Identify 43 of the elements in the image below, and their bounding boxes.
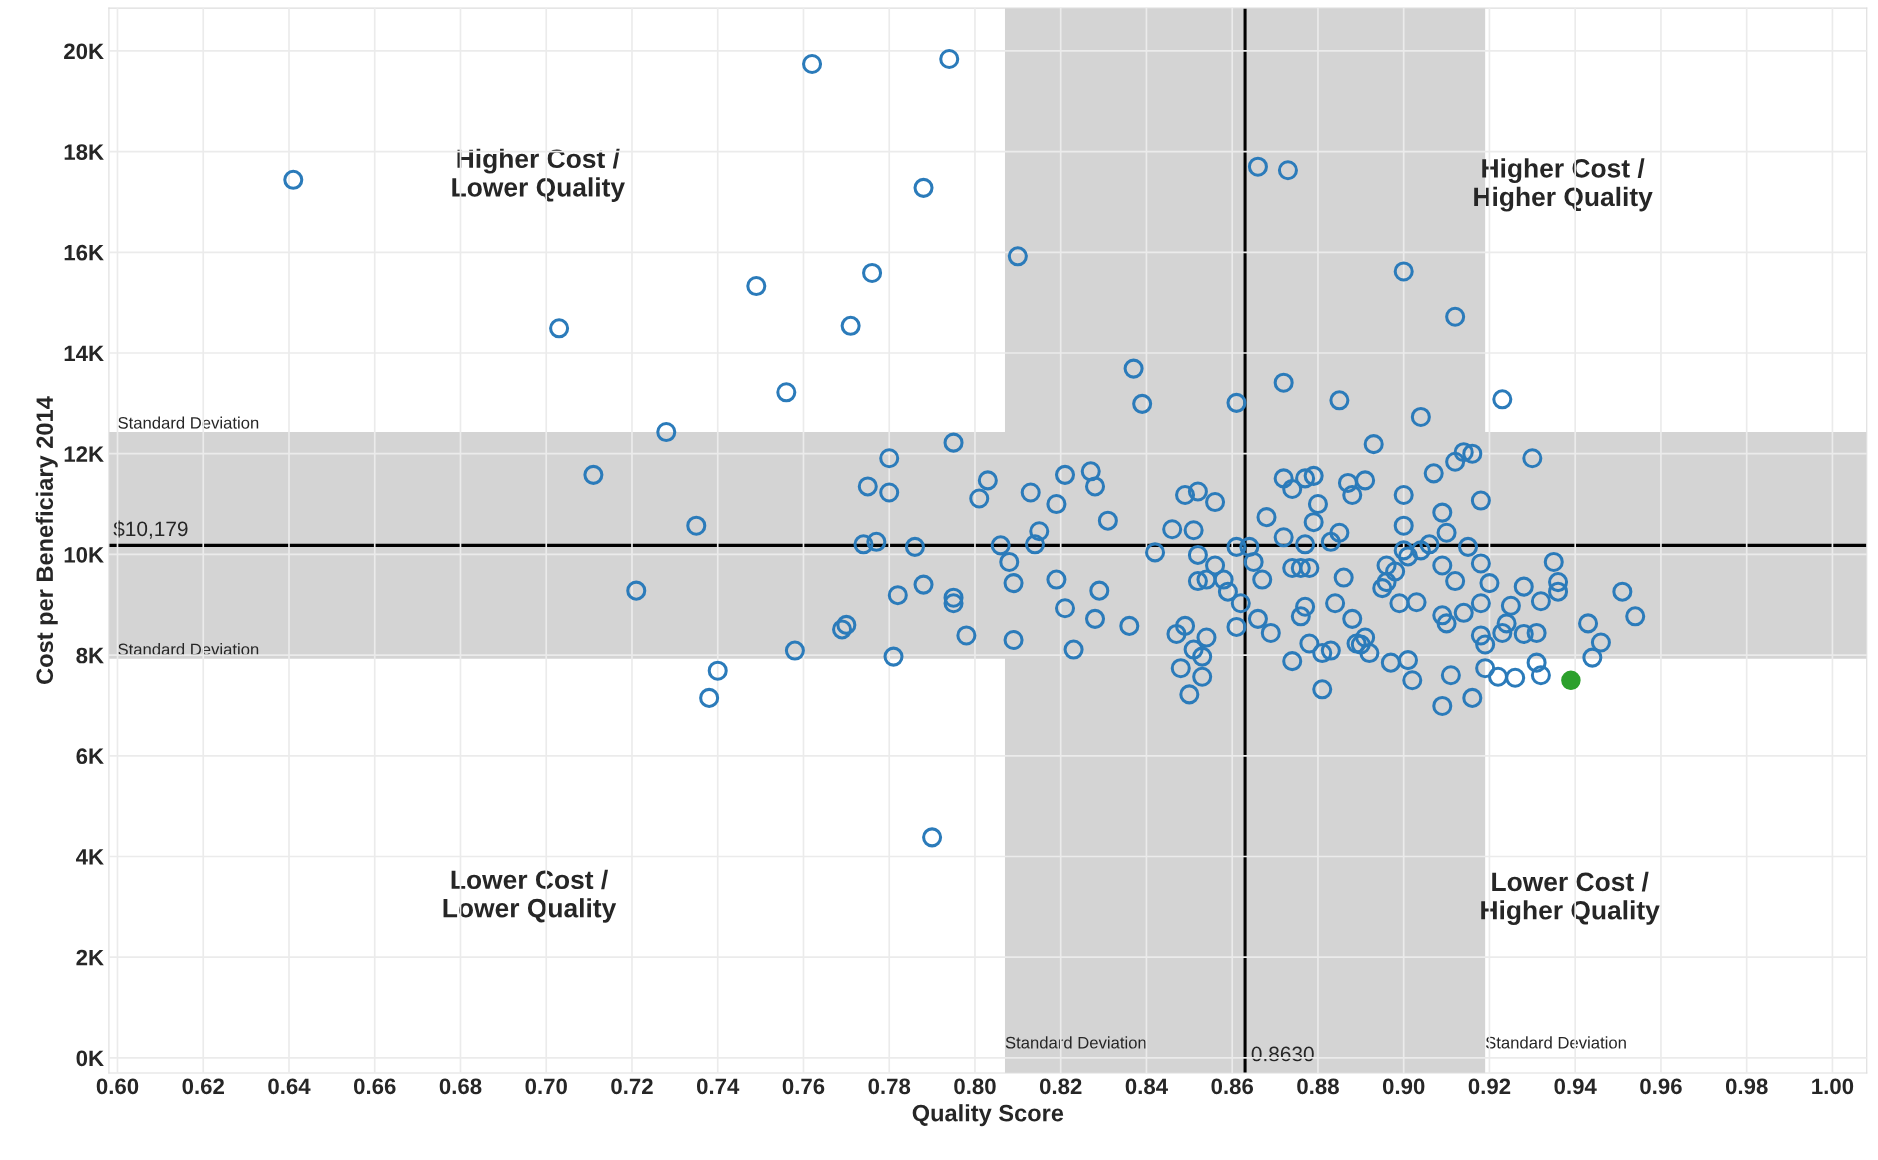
x-tick-label: 0.94 [1554, 1078, 1597, 1095]
x-tick-label: 0.84 [1125, 1078, 1168, 1095]
y-tick-label: 0K [76, 1050, 104, 1067]
annotation: Standard Deviation [118, 416, 259, 429]
y-tick-label: 10K [64, 546, 104, 563]
x-tick-label: 0.88 [1297, 1078, 1339, 1095]
x-tick-label: 0.64 [268, 1078, 311, 1095]
annotation: Standard Deviation [1485, 1036, 1626, 1049]
annotation: Higher Cost / Higher Quality [1474, 158, 1653, 212]
y-tick-label: 18K [64, 144, 104, 160]
x-tick-label: 0.72 [611, 1078, 653, 1095]
annotation: Higher Cost / Lower Quality [452, 148, 625, 202]
x-tick-label: 1.00 [1812, 1078, 1854, 1095]
annotation: Standard Deviation [118, 643, 259, 656]
annotation: Standard Deviation [1005, 1036, 1146, 1049]
x-tick-label: 0.78 [868, 1078, 911, 1095]
y-axis-title: Cost per Beneficiary 2014 [35, 396, 58, 684]
y-tick-label: 8K [76, 647, 104, 664]
x-tick-label: 0.70 [525, 1078, 567, 1095]
y-tick-label: 14K [64, 345, 104, 362]
x-tick-label: 0.92 [1468, 1078, 1511, 1095]
x-tick-label: 0.80 [954, 1078, 996, 1095]
x-tick-label: 0.68 [439, 1078, 482, 1095]
x-tick-label: 0.62 [182, 1078, 224, 1095]
y-tick-label: 12K [64, 446, 104, 462]
y-tick-label: 20K [64, 43, 104, 60]
x-axis-title: Quality Score [912, 1104, 1064, 1127]
x-tick-label: 0.76 [782, 1078, 825, 1095]
ref-line-label: $10,179 [113, 520, 188, 539]
annotation: Lower Cost / Lower Quality [443, 869, 617, 923]
x-tick-label: 0.66 [353, 1078, 396, 1095]
y-tick-label: 16K [64, 244, 104, 261]
x-tick-label: 0.98 [1725, 1078, 1768, 1095]
x-tick-label: 0.82 [1039, 1078, 1082, 1095]
x-tick-label: 0.60 [96, 1078, 139, 1095]
x-tick-label: 0.74 [696, 1078, 740, 1095]
y-tick-label: 4K [75, 849, 104, 865]
x-tick-label: 0.86 [1211, 1078, 1254, 1095]
annotation: Lower Cost / Higher Quality [1481, 871, 1660, 925]
x-tick-label: 0.96 [1640, 1078, 1682, 1095]
x-tick-label: 0.90 [1382, 1078, 1425, 1095]
y-tick-label: 6K [76, 748, 104, 765]
y-tick-label: 2K [76, 949, 104, 966]
